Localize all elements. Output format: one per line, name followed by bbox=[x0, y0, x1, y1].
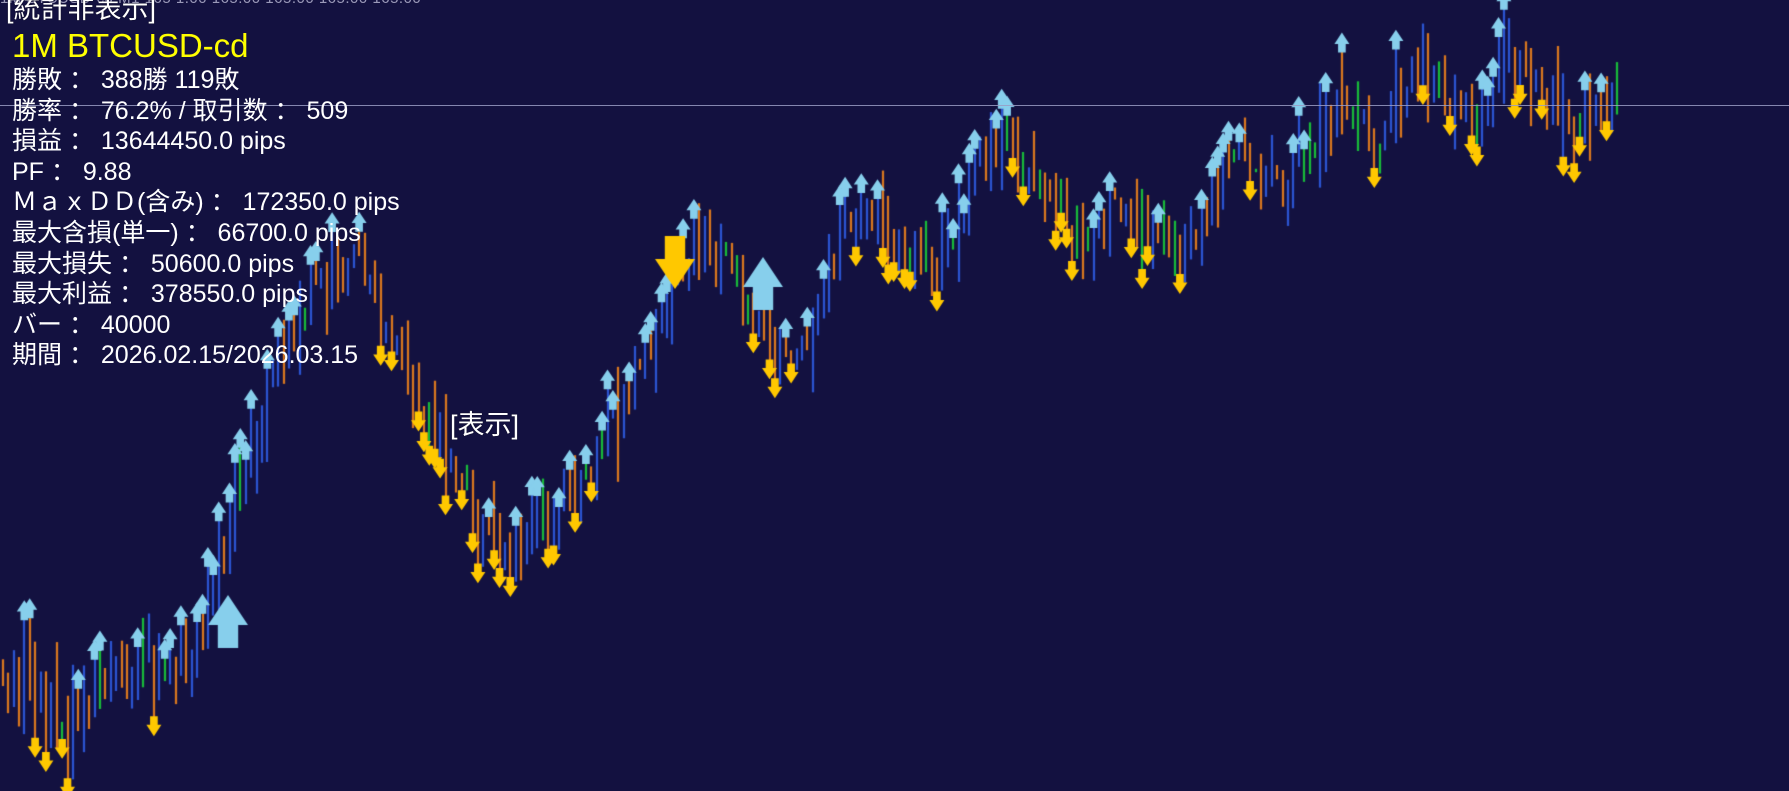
stat-win-rate: 勝率 ： 76.2% / 取引数 ： 509 bbox=[12, 96, 349, 125]
stat-profit-loss: 損益 ： 13644450.0 pips bbox=[12, 127, 286, 156]
toggle-hide-stats-label[interactable]: [統計非表示] bbox=[6, 0, 157, 24]
stat-period: 期間 ： 2026.02.15/2026.03.15 bbox=[12, 341, 359, 370]
toggle-show-label[interactable]: [表示] bbox=[450, 410, 520, 440]
stat-bars: バー ： 40000 bbox=[12, 310, 171, 339]
stat-profit-factor: PF ： 9.88 bbox=[12, 157, 132, 186]
stat-max-float-loss: 最大含損(単一) ： 66700.0 pips bbox=[12, 218, 361, 247]
stat-max-profit: 最大利益 ： 378550.0 pips bbox=[12, 280, 308, 309]
stat-win-loss: 勝敗 ： 388勝 119敗 bbox=[12, 66, 240, 94]
stat-max-loss: 最大損失 ： 50600.0 pips bbox=[12, 249, 295, 278]
chart-symbol-title: 1M BTCUSD-cd bbox=[12, 27, 249, 64]
stat-max-drawdown: ＭａｘＤＤ(含み) ： 172350.0 pips bbox=[12, 188, 400, 217]
price-level-line bbox=[0, 105, 1789, 106]
statistics-overlay: 1M BTCUSD-cd 勝敗 ： 388勝 119敗 勝率 ： 76.2% /… bbox=[8, 28, 400, 371]
